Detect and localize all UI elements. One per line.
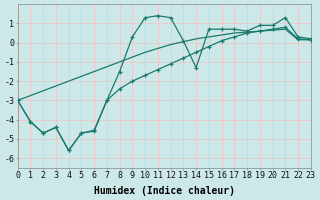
X-axis label: Humidex (Indice chaleur): Humidex (Indice chaleur)	[94, 186, 235, 196]
